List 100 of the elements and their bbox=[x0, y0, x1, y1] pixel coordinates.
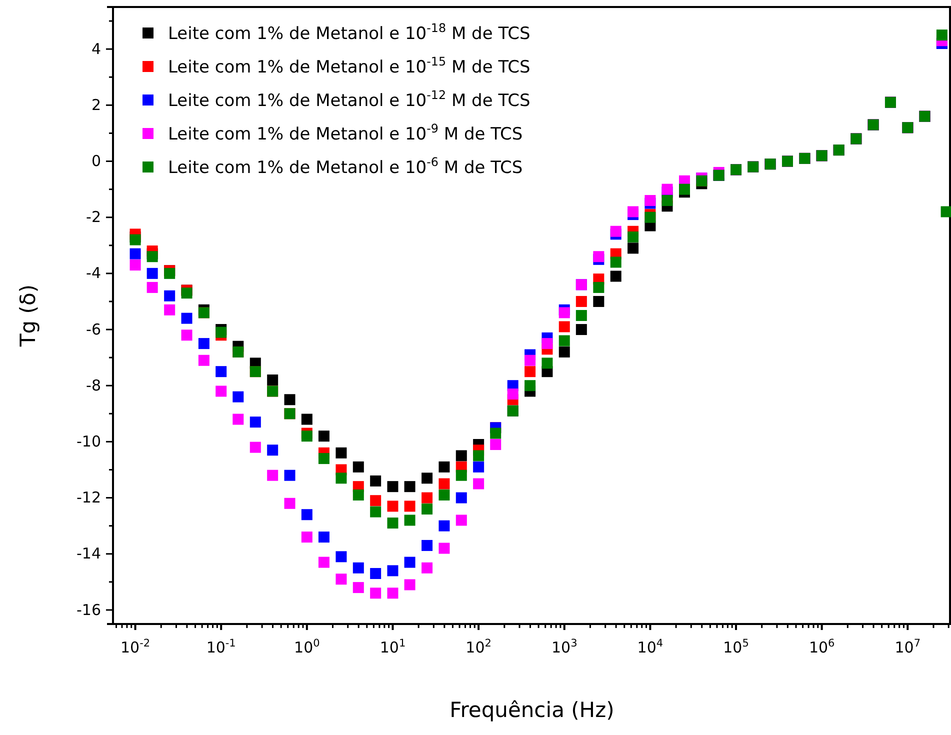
y-tick-label: -16 bbox=[76, 600, 101, 619]
point bbox=[370, 475, 382, 486]
y-tick-label: -12 bbox=[76, 488, 101, 507]
point bbox=[422, 540, 433, 551]
point bbox=[404, 579, 416, 590]
x-axis-title: Frequência (Hz) bbox=[450, 698, 614, 722]
legend-label: Leite com 1% de Metanol e 10$^{-6}$ M de TCS bbox=[168, 154, 523, 178]
point bbox=[318, 430, 330, 442]
point bbox=[352, 461, 364, 472]
point bbox=[370, 588, 382, 599]
y-tick-label: -14 bbox=[76, 544, 101, 563]
point bbox=[438, 461, 450, 472]
y-axis-title: Tg (δ) bbox=[16, 284, 40, 348]
point bbox=[438, 478, 450, 490]
point bbox=[473, 478, 484, 490]
point bbox=[593, 296, 604, 307]
point bbox=[507, 388, 518, 400]
point bbox=[301, 509, 312, 520]
point bbox=[490, 439, 502, 450]
point bbox=[456, 450, 467, 462]
point bbox=[232, 391, 244, 402]
point bbox=[456, 492, 467, 504]
x-tick-label: 10$^{5}$ bbox=[723, 638, 749, 656]
point bbox=[284, 470, 296, 481]
point bbox=[542, 338, 553, 350]
point bbox=[387, 500, 398, 512]
point bbox=[558, 346, 570, 358]
point bbox=[181, 330, 192, 341]
point bbox=[678, 184, 690, 195]
y-tick-label: -8 bbox=[86, 376, 101, 394]
legend-label: Leite com 1% de Metanol e 10$^{-15}$ M de TCS bbox=[168, 54, 530, 78]
point bbox=[404, 481, 416, 492]
point bbox=[267, 444, 278, 456]
point bbox=[146, 282, 158, 293]
point bbox=[301, 532, 312, 543]
point bbox=[422, 472, 433, 484]
point bbox=[456, 514, 467, 526]
point bbox=[576, 324, 587, 336]
x-tick-label: 10$^{-2}$ bbox=[120, 638, 150, 656]
point bbox=[336, 551, 347, 562]
point bbox=[250, 442, 261, 453]
point bbox=[558, 307, 570, 318]
y-tick-label: 4 bbox=[91, 40, 101, 58]
point bbox=[216, 366, 227, 378]
x-tick-label: 10$^{4}$ bbox=[637, 638, 664, 656]
point bbox=[524, 366, 536, 378]
point bbox=[352, 489, 364, 500]
point bbox=[336, 472, 347, 484]
point bbox=[438, 520, 450, 532]
point bbox=[593, 251, 604, 262]
point bbox=[284, 394, 296, 406]
point bbox=[456, 470, 467, 481]
point bbox=[216, 386, 227, 397]
point bbox=[267, 470, 278, 481]
point bbox=[422, 492, 433, 504]
legend-label: Leite com 1% de Metanol e 10$^{-12}$ M de TCS bbox=[168, 88, 530, 111]
y-tick-label: -4 bbox=[86, 264, 101, 282]
point bbox=[318, 556, 330, 568]
point bbox=[181, 288, 192, 299]
point bbox=[404, 514, 416, 526]
point bbox=[146, 268, 158, 279]
point bbox=[284, 498, 296, 509]
point bbox=[438, 542, 450, 554]
point bbox=[628, 206, 639, 218]
point bbox=[318, 532, 330, 543]
point bbox=[318, 453, 330, 464]
point bbox=[610, 270, 622, 282]
point bbox=[404, 556, 416, 568]
point bbox=[610, 226, 622, 237]
point bbox=[558, 321, 570, 332]
x-tick-label: 10$^{7}$ bbox=[894, 638, 921, 656]
legend-label: Leite com 1% de Metanol e 10$^{-18}$ M de TCS bbox=[168, 20, 530, 44]
point bbox=[130, 234, 141, 246]
point bbox=[422, 504, 433, 515]
point bbox=[593, 282, 604, 293]
point bbox=[232, 414, 244, 425]
point bbox=[370, 495, 382, 506]
point bbox=[524, 354, 536, 366]
point bbox=[404, 500, 416, 512]
point bbox=[352, 562, 364, 574]
point bbox=[146, 251, 158, 262]
y-tick-label: -2 bbox=[86, 208, 101, 226]
point bbox=[438, 489, 450, 500]
point bbox=[301, 430, 312, 442]
point bbox=[610, 256, 622, 268]
point bbox=[336, 574, 347, 585]
point bbox=[542, 358, 553, 369]
point bbox=[198, 354, 210, 366]
point bbox=[250, 416, 261, 428]
point bbox=[130, 260, 141, 271]
x-tick-label: 10$^{1}$ bbox=[380, 638, 406, 656]
point bbox=[473, 461, 484, 472]
point bbox=[387, 565, 398, 576]
point bbox=[181, 312, 192, 324]
point bbox=[490, 428, 502, 439]
x-tick-label: 10$^{6}$ bbox=[808, 638, 836, 656]
point bbox=[370, 568, 382, 580]
point bbox=[301, 414, 312, 425]
y-tick-label: 0 bbox=[91, 152, 101, 170]
point bbox=[558, 335, 570, 346]
